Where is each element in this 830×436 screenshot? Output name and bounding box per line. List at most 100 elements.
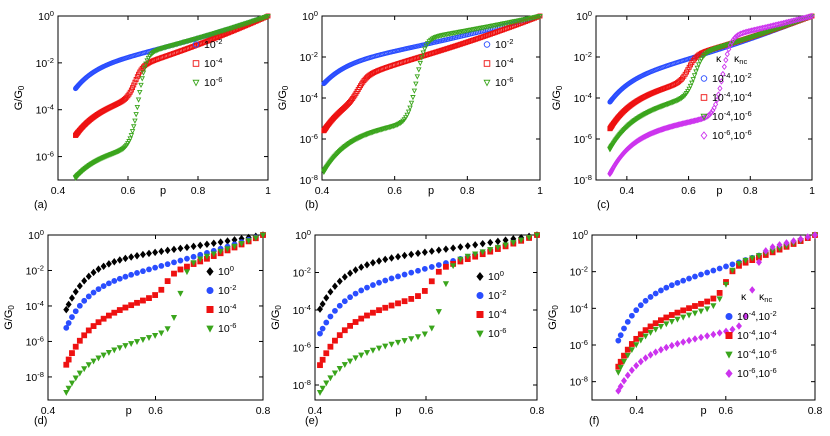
data-point	[680, 277, 687, 284]
legend-entry-label: 10-4,10-4	[712, 90, 752, 104]
data-point	[338, 147, 345, 153]
data-point	[177, 290, 184, 297]
legend-entry-label: 10-4	[495, 56, 513, 70]
data-point	[347, 140, 354, 146]
data-point	[755, 258, 762, 266]
data-point	[408, 269, 415, 276]
legend-entry-label: 10-4,10-6	[737, 347, 777, 361]
data-point	[692, 273, 698, 280]
y-axis-label: G/G0	[3, 305, 16, 330]
data-point	[689, 80, 695, 86]
data-point	[646, 109, 653, 115]
data-point	[341, 273, 348, 281]
data-point	[132, 79, 138, 85]
data-point	[332, 307, 338, 314]
legend: 10-2 10-4 10-6	[483, 37, 513, 89]
data-point	[479, 249, 486, 256]
data-point	[184, 255, 190, 262]
data-point	[113, 149, 120, 156]
data-point	[651, 107, 657, 113]
data-point	[652, 326, 659, 333]
data-point	[435, 268, 442, 275]
data-point	[431, 50, 437, 56]
data-point	[363, 350, 371, 356]
series-3	[63, 232, 267, 396]
plot-frame	[595, 15, 813, 181]
data-point	[164, 278, 171, 285]
legend-title-kappa-nc: κnc	[759, 291, 772, 304]
data-point	[755, 253, 763, 260]
data-point	[74, 130, 80, 136]
legend-marker	[192, 79, 200, 87]
data-point	[621, 325, 627, 332]
data-point	[457, 243, 464, 251]
data-point	[90, 323, 97, 329]
data-point	[75, 130, 81, 136]
data-point	[704, 332, 711, 340]
data-point	[642, 333, 649, 340]
legend-entry-label: 10-6	[204, 75, 222, 89]
y-axis-label-group: G/G0	[551, 85, 564, 110]
y-tick-label: 100	[302, 9, 318, 23]
legend-marker	[483, 79, 491, 87]
data-point	[742, 257, 749, 264]
data-point	[76, 302, 83, 309]
data-point	[413, 81, 419, 87]
data-point	[691, 310, 699, 317]
data-point	[691, 73, 698, 79]
data-point	[224, 246, 231, 253]
data-point	[634, 116, 640, 122]
data-point	[680, 307, 687, 314]
x-tick-label: 0.8	[530, 405, 545, 417]
data-point	[642, 354, 649, 362]
data-point	[347, 322, 353, 329]
data-point	[122, 304, 129, 311]
data-point	[691, 335, 698, 343]
y-tick-label: 10-2	[293, 266, 311, 280]
data-point	[112, 150, 119, 156]
data-point	[122, 273, 129, 280]
data-point	[615, 337, 622, 344]
data-point	[375, 345, 383, 352]
data-point	[252, 235, 259, 242]
data-point	[339, 146, 346, 152]
data-point	[650, 107, 656, 113]
x-tick-label: 0.4	[308, 405, 323, 417]
data-point	[494, 244, 501, 251]
data-point	[356, 135, 363, 141]
legend-entry-label: 10-6,10-6	[737, 366, 777, 380]
data-point	[642, 327, 649, 334]
data-point	[323, 350, 330, 357]
data-point	[421, 288, 428, 294]
data-point	[72, 375, 79, 382]
data-point	[105, 280, 112, 287]
data-point	[742, 312, 749, 320]
data-point	[408, 250, 415, 259]
data-point	[152, 292, 159, 298]
data-point	[649, 108, 655, 114]
data-point	[347, 269, 354, 277]
y-tick-label: 10-6	[300, 132, 318, 146]
data-point	[319, 325, 326, 332]
y-tick-label: 10-2	[574, 50, 592, 64]
data-point	[177, 244, 184, 253]
data-point	[749, 286, 756, 294]
series-2	[615, 232, 819, 376]
data-point	[95, 355, 102, 362]
data-point	[177, 266, 184, 273]
data-point	[85, 293, 92, 300]
legend-marker	[476, 330, 484, 338]
data-point	[183, 269, 191, 276]
data-point	[525, 235, 533, 242]
data-point	[617, 332, 624, 339]
y-tick-label: 10-2	[300, 50, 318, 64]
data-point	[128, 271, 135, 278]
data-point	[656, 105, 662, 111]
series-3	[316, 232, 541, 396]
y-tick-label: 100	[572, 228, 588, 242]
data-point	[425, 52, 431, 58]
data-point	[668, 312, 675, 318]
data-point	[117, 148, 123, 154]
data-point	[633, 342, 640, 349]
data-point	[685, 312, 693, 319]
